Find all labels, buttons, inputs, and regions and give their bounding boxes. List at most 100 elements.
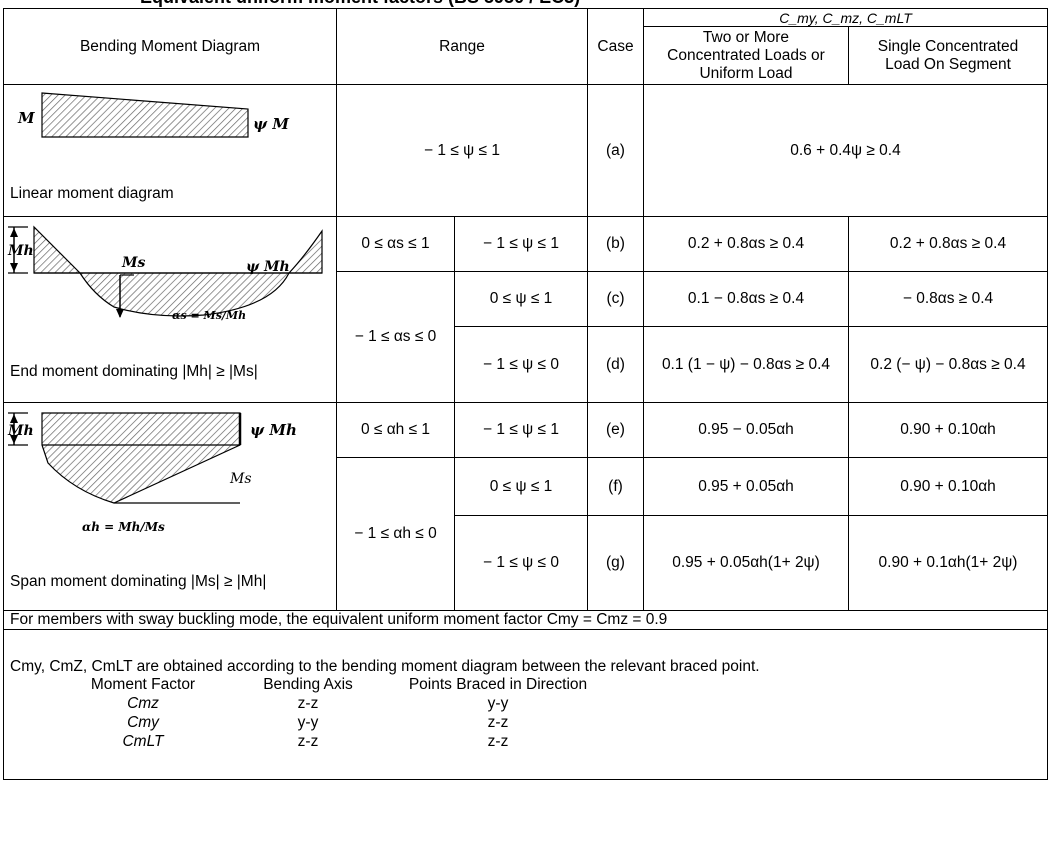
span-moment-shape xyxy=(41,412,241,504)
case-c: (c) xyxy=(587,271,644,327)
section2-row-b: Mh Ms ψ Mh αs = Ms/Mh End moment dominat… xyxy=(3,216,1048,403)
sway-note-row: For members with sway buckling mode, the… xyxy=(3,610,1048,630)
label-m: M xyxy=(17,109,35,127)
single-f: 0.90 + 0.10αh xyxy=(848,457,1048,516)
factor-direction-table: Moment Factor Bending Axis Points Braced… xyxy=(68,676,598,752)
header-multi: Two or More Concentrated Loads or Unifor… xyxy=(643,26,849,85)
multi-b: 0.2 + 0.8αs ≥ 0.4 xyxy=(643,216,849,272)
single-d: 0.2 (− ψ) − 0.8αs ≥ 0.4 xyxy=(848,326,1048,403)
span-caption: Span moment dominating |Ms| ≥ |Mh| xyxy=(10,573,267,590)
label-psi-mh-span: ψ Mh xyxy=(250,421,297,439)
end-bottom-lobe xyxy=(78,272,290,317)
factor-axis: z-z xyxy=(297,733,319,750)
section1-row: M ψ M Linear moment diagram − 1 ≤ ψ ≤ 1 … xyxy=(3,84,1048,217)
range-psi-f: 0 ≤ ψ ≤ 1 xyxy=(454,457,588,516)
ms-arrow-head xyxy=(116,309,124,318)
multi-d-label: 0.1 (1 − ψ) − 0.8αs ≥ 0.4 xyxy=(661,355,831,373)
span-moment-diagram: Mh ψ Mh Ms αh = Mh/Ms xyxy=(7,412,297,534)
single-b: 0.2 + 0.8αs ≥ 0.4 xyxy=(848,216,1048,272)
range-psi-g: − 1 ≤ ψ ≤ 0 xyxy=(454,515,588,611)
linear-moment-diagram: M ψ M xyxy=(17,92,289,138)
range-psi-e: − 1 ≤ ψ ≤ 1 xyxy=(454,402,588,458)
range-psi-c: 0 ≤ ψ ≤ 1 xyxy=(454,271,588,327)
section1-value: 0.6 + 0.4ψ ≥ 0.4 xyxy=(643,84,1048,217)
linear-caption: Linear moment diagram xyxy=(10,185,174,202)
case-e: (e) xyxy=(587,402,644,458)
span-mh-arrow-up xyxy=(10,414,18,423)
multi-d: 0.1 (1 − ψ) − 0.8αs ≥ 0.4 xyxy=(643,326,849,403)
label-psi-m: ψ M xyxy=(253,115,289,133)
end-moment-diagram: Mh Ms ψ Mh αs = Ms/Mh xyxy=(7,225,323,322)
header-diagram: Bending Moment Diagram xyxy=(3,8,337,85)
header-multi-label: Two or More Concentrated Loads or Unifor… xyxy=(667,28,825,82)
label-ms-span: Ms xyxy=(229,471,252,487)
section2-row-d: − 1 ≤ ψ ≤ 0 (d) 0.1 (1 − ψ) − 0.8αs ≥ 0.… xyxy=(4,326,1048,403)
sway-note: For members with sway buckling mode, the… xyxy=(3,610,1048,630)
factor-axis: y-y xyxy=(297,714,319,731)
mh-arrow-up xyxy=(10,228,18,237)
multi-c: 0.1 − 0.8αs ≥ 0.4 xyxy=(643,271,849,327)
factor-axis: z-z xyxy=(297,695,319,712)
range-psi-b: − 1 ≤ ψ ≤ 1 xyxy=(454,216,588,272)
factor-direction: z-z xyxy=(487,733,509,750)
span-moment-diagram-cell: Mh ψ Mh Ms αh = Mh/Ms Span moment domina… xyxy=(3,402,337,611)
factor-direction: z-z xyxy=(487,714,509,731)
span-mh-arrow-down xyxy=(10,435,18,444)
single-g: 0.90 + 0.1αh(1+ 2ψ) xyxy=(848,515,1048,611)
range-alpha-b: 0 ≤ αs ≤ 1 xyxy=(336,216,455,272)
header-single-label: Single Concentrated Load On Segment xyxy=(877,37,1019,73)
section1-case: (a) xyxy=(587,84,644,217)
page-title: Equivalent uniform moment factors (BS 59… xyxy=(140,0,580,8)
single-e: 0.90 + 0.10αh xyxy=(848,402,1048,458)
factor-row: CmLT z-z z-z xyxy=(68,733,598,752)
factor-table-header: Moment Factor Bending Axis Points Braced… xyxy=(68,676,598,695)
header-group: C_my, C_mz, C_mLT xyxy=(643,8,1048,27)
case-f: (f) xyxy=(587,457,644,516)
factor-name: Cmy xyxy=(127,714,159,731)
factor-header-axis: Bending Axis xyxy=(263,676,353,693)
header-single: Single Concentrated Load On Segment xyxy=(848,26,1048,85)
section3-row-e: Mh ψ Mh Ms αh = Mh/Ms Span moment domina… xyxy=(3,402,1048,611)
multi-f: 0.95 + 0.05αh xyxy=(643,457,849,516)
label-psi-mh: ψ Mh xyxy=(246,259,290,275)
header-row-top: Bending Moment Diagram Range Case C_my, … xyxy=(3,8,1048,85)
linear-moment-shape xyxy=(41,92,249,138)
label-alpha-s: αs = Ms/Mh xyxy=(172,309,246,322)
factor-direction: y-y xyxy=(487,695,509,712)
range-alpha-cd: − 1 ≤ αs ≤ 0 xyxy=(336,271,455,403)
label-alpha-h: αh = Mh/Ms xyxy=(82,520,165,534)
factor-name: Cmz xyxy=(127,695,159,712)
range-alpha-e: 0 ≤ αh ≤ 1 xyxy=(336,402,455,458)
end-caption: End moment dominating |Mh| ≥ |Ms| xyxy=(10,363,258,380)
end-left-triangle xyxy=(33,225,82,274)
section3-row-g: − 1 ≤ ψ ≤ 0 (g) 0.95 + 0.05αh(1+ 2ψ) 0.9… xyxy=(4,515,1048,611)
linear-diagram-cell: M ψ M Linear moment diagram xyxy=(3,84,337,217)
label-mh-span: Mh xyxy=(7,423,34,439)
header-row-bottom: Two or More Concentrated Loads or Unifor… xyxy=(4,26,1048,85)
section2-row-c: − 1 ≤ αs ≤ 0 0 ≤ ψ ≤ 1 (c) 0.1 − 0.8αs ≥… xyxy=(4,271,1048,403)
title-strip: Equivalent uniform moment factors (BS 59… xyxy=(0,0,1052,8)
case-g: (g) xyxy=(587,515,644,611)
braced-note: Cmy, CmZ, CmLT are obtained according to… xyxy=(10,657,760,675)
multi-g: 0.95 + 0.05αh(1+ 2ψ) xyxy=(643,515,849,611)
factor-row: Cmy y-y z-z xyxy=(68,714,598,733)
label-mh: Mh xyxy=(7,243,34,259)
range-alpha-fg: − 1 ≤ αh ≤ 0 xyxy=(336,457,455,611)
range-psi-d: − 1 ≤ ψ ≤ 0 xyxy=(454,326,588,403)
header-range: Range xyxy=(336,8,588,85)
single-c: − 0.8αs ≥ 0.4 xyxy=(848,271,1048,327)
end-moment-diagram-cell: Mh Ms ψ Mh αs = Ms/Mh End moment dominat… xyxy=(3,216,337,403)
header-case: Case xyxy=(587,8,644,85)
single-d-label: 0.2 (− ψ) − 0.8αs ≥ 0.4 xyxy=(870,355,1026,373)
multi-e: 0.95 − 0.05αh xyxy=(643,402,849,458)
header-group-label: C_my, C_mz, C_mLT xyxy=(779,9,912,26)
factor-header-factor: Moment Factor xyxy=(90,676,196,693)
factor-header-direction: Points Braced in Direction xyxy=(408,676,588,693)
braced-note-cell: Cmy, CmZ, CmLT are obtained according to… xyxy=(3,629,1048,780)
factor-row: Cmz z-z y-y xyxy=(68,695,598,714)
end-right-shape xyxy=(287,229,323,274)
factor-name: CmLT xyxy=(122,733,164,750)
case-b: (b) xyxy=(587,216,644,272)
braced-note-row: Cmy, CmZ, CmLT are obtained according to… xyxy=(3,629,1048,780)
case-d: (d) xyxy=(587,326,644,403)
